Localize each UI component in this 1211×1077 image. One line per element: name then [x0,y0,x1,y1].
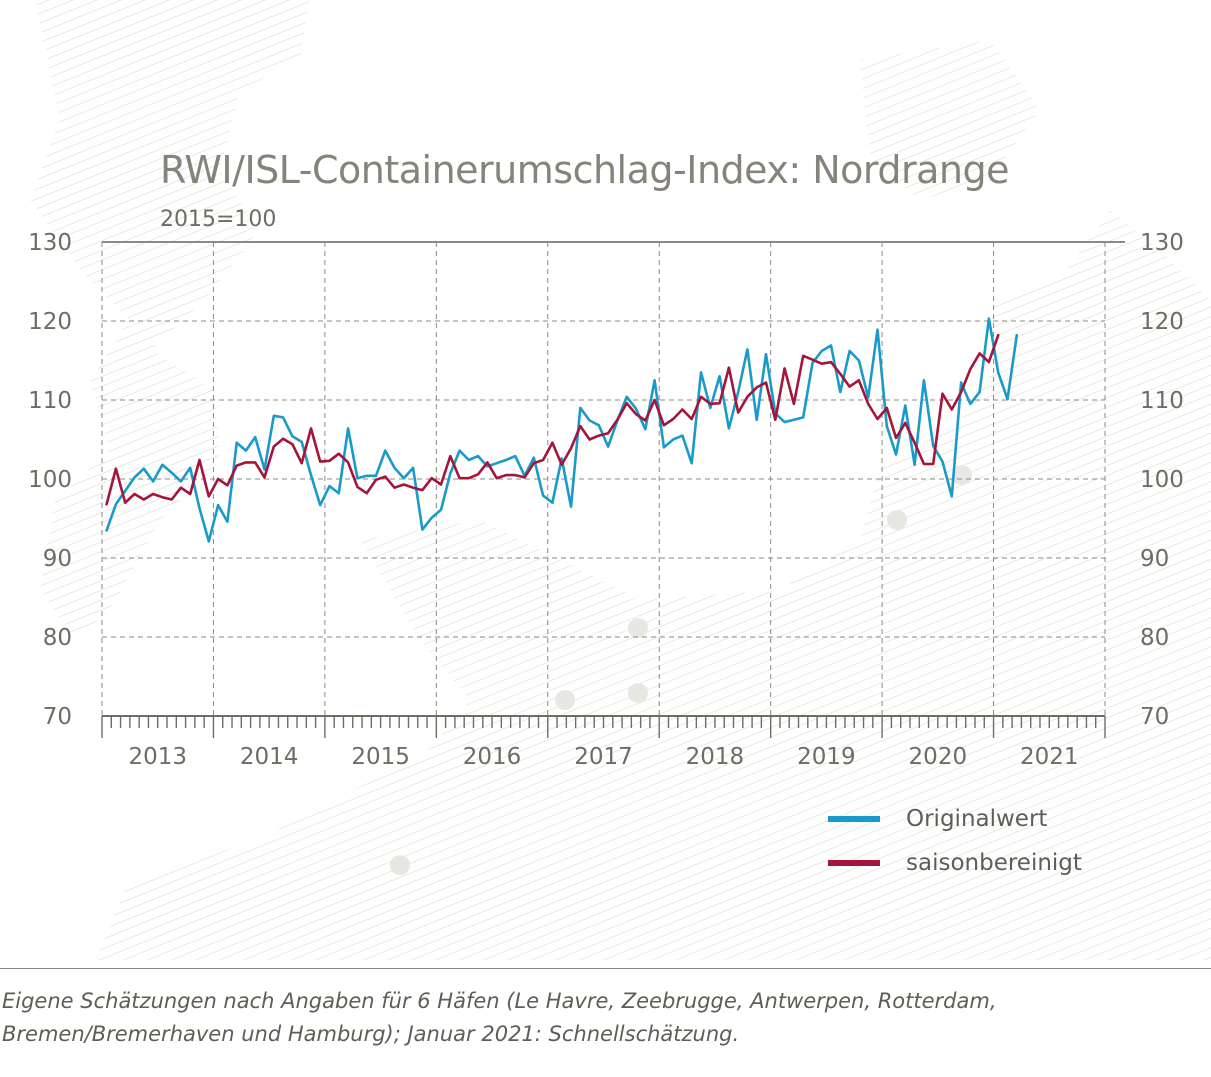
grid [101,241,1125,716]
legend-item-original: Originalwert [828,797,1082,841]
y-tick-label-left: 130 [28,230,72,256]
y-tick-label-left: 100 [28,467,72,493]
legend-swatch-original [828,816,880,822]
y-tick-label-right: 90 [1140,546,1169,572]
legend-swatch-seasonal [828,860,880,866]
x-tick-label: 2018 [686,744,745,770]
x-tick-label: 2021 [1020,744,1079,770]
x-tick-label: 2016 [463,744,522,770]
footnote-divider [0,968,1211,969]
y-tick-label-right: 120 [1140,309,1184,335]
y-tick-label-left: 110 [28,388,72,414]
footnote: Eigene Schätzungen nach Angaben für 6 Hä… [2,989,997,1046]
y-tick-label-right: 80 [1140,625,1169,651]
y-tick-label-left: 80 [43,625,72,651]
y-tick-label-left: 70 [43,704,72,730]
chart-subtitle: 2015=100 [160,207,277,232]
x-tick-label: 2017 [574,744,633,770]
legend-label-original: Originalwert [906,806,1048,832]
legend-label-seasonal: saisonbereinigt [906,850,1082,876]
y-tick-label-right: 70 [1140,704,1169,730]
y-tick-label-right: 110 [1140,388,1184,414]
y-tick-label-left: 120 [28,309,72,335]
x-tick-label: 2014 [240,744,299,770]
y-tick-label-left: 90 [43,546,72,572]
background-map [30,0,1211,960]
series-line-seasonal [105,333,1000,506]
x-tick-label: 2019 [797,744,856,770]
legend-item-seasonal: saisonbereinigt [828,841,1082,885]
x-tick-label: 2020 [909,744,968,770]
legend: Originalwert saisonbereinigt [828,797,1082,885]
y-tick-label-right: 100 [1140,467,1184,493]
axes: 70 70 80 80 90 90 100 100 110 110 120 120 130 130 2013… [28,230,1184,770]
x-tick-label: 2013 [128,744,187,770]
series-lines [105,317,1019,543]
series-line-original [105,317,1019,543]
x-tick-label: 2015 [351,744,410,770]
chart-title: RWI/ISL-Containerumschlag-Index: Nordran… [160,148,1009,192]
y-tick-label-right: 130 [1140,230,1184,256]
